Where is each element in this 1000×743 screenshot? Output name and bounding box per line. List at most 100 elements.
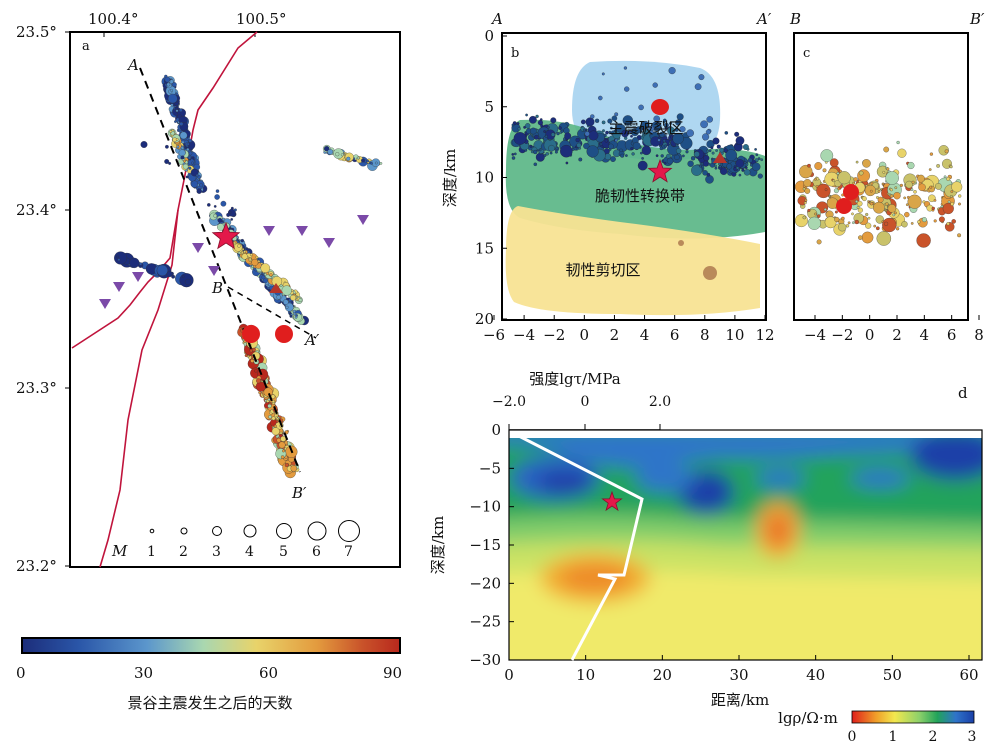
section-point	[666, 153, 671, 159]
section-point	[894, 211, 897, 215]
section-point	[867, 216, 871, 220]
section-point	[679, 126, 686, 133]
corner-label-B: B	[789, 10, 801, 28]
lat-tick-23.2: 23.2°	[16, 557, 57, 575]
section-point	[565, 161, 569, 165]
section-point	[950, 190, 954, 193]
aftershock-point	[188, 166, 192, 170]
axis-tick-label: −15	[469, 536, 501, 554]
axis-tick-label: 20	[475, 310, 494, 328]
magnitude-value: 7	[344, 544, 353, 560]
section-point	[847, 221, 851, 225]
aftershock-point	[226, 212, 231, 217]
section-point	[576, 142, 582, 148]
aftershock-point	[170, 88, 173, 92]
colorbar-tick: 30	[134, 664, 153, 682]
section-point	[544, 134, 548, 138]
aftershock-point	[156, 264, 168, 276]
section-point	[640, 151, 643, 155]
aftershock-point	[283, 299, 289, 305]
aftershock-point	[171, 275, 175, 279]
axis-tick-label: 40	[806, 666, 825, 684]
strength-tick: 0	[581, 394, 590, 410]
aftershock-point	[248, 257, 252, 261]
aftershock-point	[183, 159, 187, 163]
section-point	[580, 119, 586, 125]
magnitude-legend: M 1 2 3 4 5 6 7	[111, 520, 360, 560]
section-point	[913, 190, 917, 194]
section-point	[540, 124, 544, 128]
section-point	[718, 165, 722, 168]
mainshock-star-icon	[601, 490, 623, 512]
aftershock-point	[199, 183, 204, 188]
section-point	[877, 190, 881, 193]
section-point	[676, 113, 684, 121]
mainshock-star-icon	[647, 158, 673, 183]
section-point	[534, 134, 539, 140]
section-point	[734, 131, 740, 137]
section-point	[667, 126, 676, 135]
section-point	[904, 211, 910, 218]
section-point	[663, 161, 667, 165]
aftershock-point	[273, 424, 277, 428]
aftershock-point	[269, 273, 273, 277]
section-point	[513, 132, 527, 145]
axis-tick-label: 0	[580, 326, 590, 344]
section-point	[674, 154, 680, 160]
section-point	[911, 180, 915, 184]
zone-label-transition: 脆韧性转换带	[595, 187, 685, 205]
section-point	[744, 166, 748, 170]
station-triangle-icon	[357, 215, 369, 225]
section-point	[834, 210, 838, 214]
section-point	[917, 174, 925, 183]
panel-d-ylabel: 深度/km	[429, 516, 447, 574]
section-point	[857, 169, 870, 183]
section-point	[511, 156, 516, 160]
magnitude-value: 4	[245, 544, 254, 560]
resistivity-colorbar	[851, 710, 975, 724]
aftershock-point	[167, 93, 178, 104]
magnitude-value: 2	[179, 544, 188, 560]
section-point	[862, 196, 867, 202]
section-point	[700, 120, 708, 129]
section-point	[511, 153, 515, 156]
axis-tick-label: −20	[469, 574, 501, 592]
aftershock-point	[180, 155, 185, 160]
section-point	[873, 201, 885, 214]
aftershock-point	[221, 217, 226, 221]
section-point	[585, 117, 595, 127]
section-point	[903, 196, 907, 200]
section-point	[885, 202, 889, 206]
section-point	[931, 206, 935, 211]
aftershock-point	[251, 258, 259, 266]
strength-tick: −2.0	[492, 394, 526, 410]
aftershock-point	[276, 294, 281, 300]
section-point	[588, 130, 599, 141]
magnitude-circle-icon	[307, 521, 327, 541]
section-point	[703, 155, 710, 162]
aftershock-point	[379, 162, 383, 165]
profile-label-B: B	[211, 279, 223, 297]
section-point	[601, 72, 605, 76]
section-point	[703, 266, 717, 280]
section-point	[936, 164, 940, 168]
section-point	[548, 144, 555, 152]
section-point	[807, 216, 821, 230]
axis-tick-label: 5	[484, 98, 494, 116]
magnitude-legend-title: M	[111, 542, 128, 560]
section-point	[641, 145, 652, 156]
aftershock-point	[250, 358, 255, 363]
axis-tick-label: −2	[543, 326, 565, 344]
axis-tick-label: 8	[700, 326, 710, 344]
axis-tick-label: −6	[483, 326, 505, 344]
section-point	[910, 222, 914, 225]
section-point	[816, 214, 821, 218]
section-point	[856, 206, 860, 209]
section-point	[535, 114, 539, 119]
section-point	[635, 126, 643, 134]
aftershock-point	[260, 263, 271, 273]
aftershock-point	[327, 149, 334, 155]
section-point	[657, 138, 661, 142]
axis-tick-label: 20	[653, 666, 672, 684]
aftershock-point	[267, 398, 271, 401]
